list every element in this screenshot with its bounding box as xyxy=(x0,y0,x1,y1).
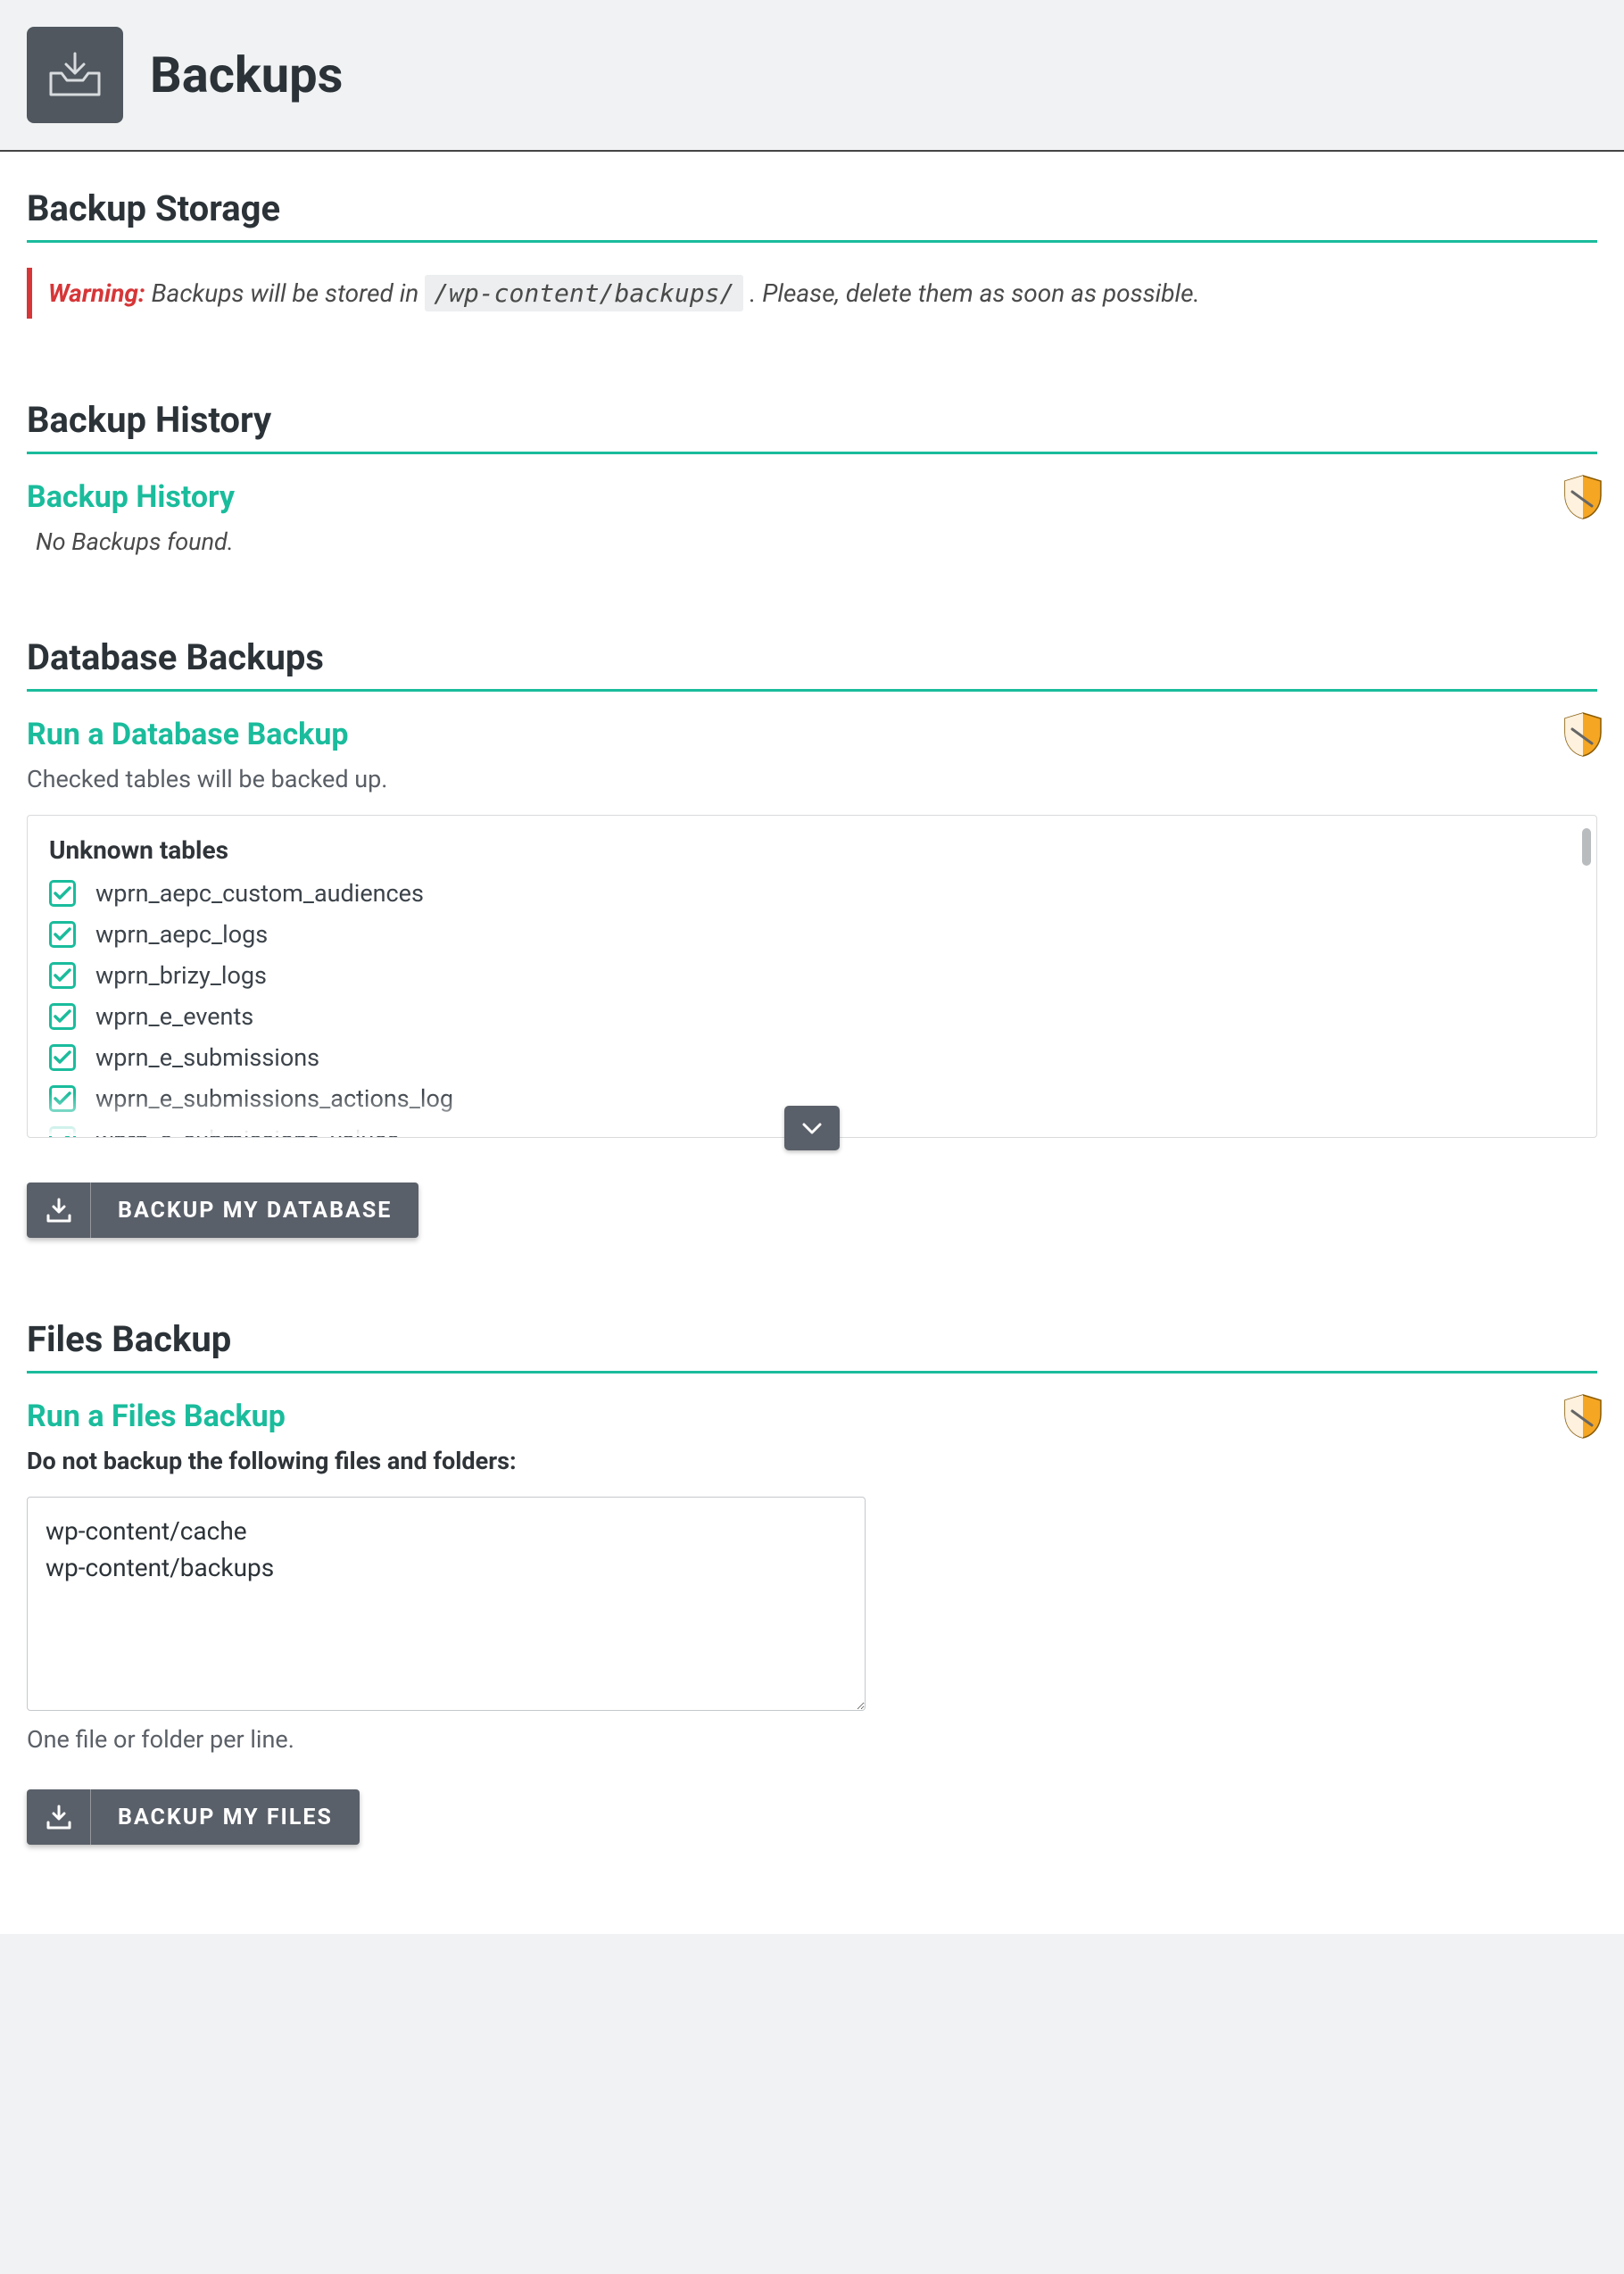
history-sub-title: Backup History xyxy=(27,479,1597,515)
warning-text-after: . Please, delete them as soon as possibl… xyxy=(750,278,1199,308)
backup-files-button[interactable]: BACKUP MY FILES xyxy=(27,1789,360,1845)
database-description: Checked tables will be backed up. xyxy=(27,765,1597,793)
warning-path: /wp-content/backups/ xyxy=(425,275,743,311)
history-empty-text: No Backups found. xyxy=(36,527,1597,556)
table-row: wprn_e_events xyxy=(49,1002,1575,1031)
tables-box: Unknown tables wprn_aepc_custom_audience… xyxy=(27,815,1597,1138)
backup-database-label: BACKUP MY DATABASE xyxy=(91,1198,418,1224)
table-checkbox[interactable] xyxy=(49,921,76,948)
chevron-down-icon xyxy=(801,1121,823,1135)
section-title-files: Files Backup xyxy=(27,1318,1597,1374)
section-title-history: Backup History xyxy=(27,399,1597,454)
backup-files-label: BACKUP MY FILES xyxy=(91,1805,360,1830)
table-name: wprn_aepc_custom_audiences xyxy=(95,879,424,908)
section-title-database: Database Backups xyxy=(27,636,1597,692)
shield-icon xyxy=(1558,710,1608,759)
shield-icon xyxy=(1558,472,1608,522)
table-name: wprn_e_submissions xyxy=(95,1043,319,1072)
files-sub-title: Run a Files Backup xyxy=(27,1398,1597,1434)
section-backup-storage: Backup Storage Warning: Backups will be … xyxy=(27,187,1597,319)
warning-text-before: Backups will be stored in xyxy=(152,278,419,308)
subsection-history: Backup History No Backups found. xyxy=(27,479,1597,556)
check-icon xyxy=(54,886,71,900)
table-row: wprn_aepc_logs xyxy=(49,920,1575,949)
scrollbar-thumb[interactable] xyxy=(1582,828,1591,866)
backups-header-icon xyxy=(27,27,123,123)
subsection-files: Run a Files Backup Do not backup the fol… xyxy=(27,1398,1597,1845)
exclude-paths-textarea[interactable] xyxy=(27,1497,866,1711)
table-row: wprn_brizy_logs xyxy=(49,961,1575,990)
files-help-text: One file or folder per line. xyxy=(27,1725,1597,1754)
check-icon xyxy=(54,927,71,942)
subsection-database: Run a Database Backup Checked tables wil… xyxy=(27,717,1597,1238)
files-exclude-label: Do not backup the following files and fo… xyxy=(27,1447,1597,1475)
table-checkbox[interactable] xyxy=(49,1003,76,1030)
shield-icon xyxy=(1558,1391,1608,1441)
table-name: wprn_aepc_logs xyxy=(95,920,268,949)
table-name: wprn_e_events xyxy=(95,1002,253,1031)
download-icon xyxy=(27,1183,91,1238)
tables-list: wprn_aepc_custom_audiences wprn_aepc_logs… xyxy=(49,879,1575,1137)
section-database-backups: Database Backups Run a Database Backup C… xyxy=(27,636,1597,1238)
table-name: wprn_e_submissions_values xyxy=(95,1125,400,1137)
main-content: Backup Storage Warning: Backups will be … xyxy=(0,152,1624,1934)
warning-label: Warning: xyxy=(48,278,145,308)
table-checkbox[interactable] xyxy=(49,880,76,907)
storage-warning: Warning: Backups will be stored in /wp-c… xyxy=(27,268,1597,319)
table-checkbox[interactable] xyxy=(49,1044,76,1071)
table-name: wprn_brizy_logs xyxy=(95,961,267,990)
tables-caption: Unknown tables xyxy=(49,835,1575,865)
check-icon xyxy=(54,1133,71,1137)
tables-scroll[interactable]: Unknown tables wprn_aepc_custom_audience… xyxy=(28,816,1596,1137)
table-name: wprn_e_submissions_actions_log xyxy=(95,1084,453,1113)
section-files-backup: Files Backup Run a Files Backup Do not b… xyxy=(27,1318,1597,1845)
check-icon xyxy=(54,1009,71,1024)
section-title-storage: Backup Storage xyxy=(27,187,1597,243)
check-icon xyxy=(54,968,71,983)
check-icon xyxy=(54,1050,71,1065)
download-icon xyxy=(27,1789,91,1845)
check-icon xyxy=(54,1091,71,1106)
page-header: Backups xyxy=(0,0,1624,152)
table-checkbox[interactable] xyxy=(49,1126,76,1137)
expand-tables-button[interactable] xyxy=(784,1106,840,1150)
table-row: wprn_aepc_custom_audiences xyxy=(49,879,1575,908)
section-backup-history: Backup History Backup History No Backups… xyxy=(27,399,1597,556)
page-title: Backups xyxy=(150,46,343,104)
table-checkbox[interactable] xyxy=(49,962,76,989)
backup-database-button[interactable]: BACKUP MY DATABASE xyxy=(27,1183,418,1238)
table-row: wprn_e_submissions xyxy=(49,1043,1575,1072)
database-sub-title: Run a Database Backup xyxy=(27,717,1597,752)
table-checkbox[interactable] xyxy=(49,1085,76,1112)
